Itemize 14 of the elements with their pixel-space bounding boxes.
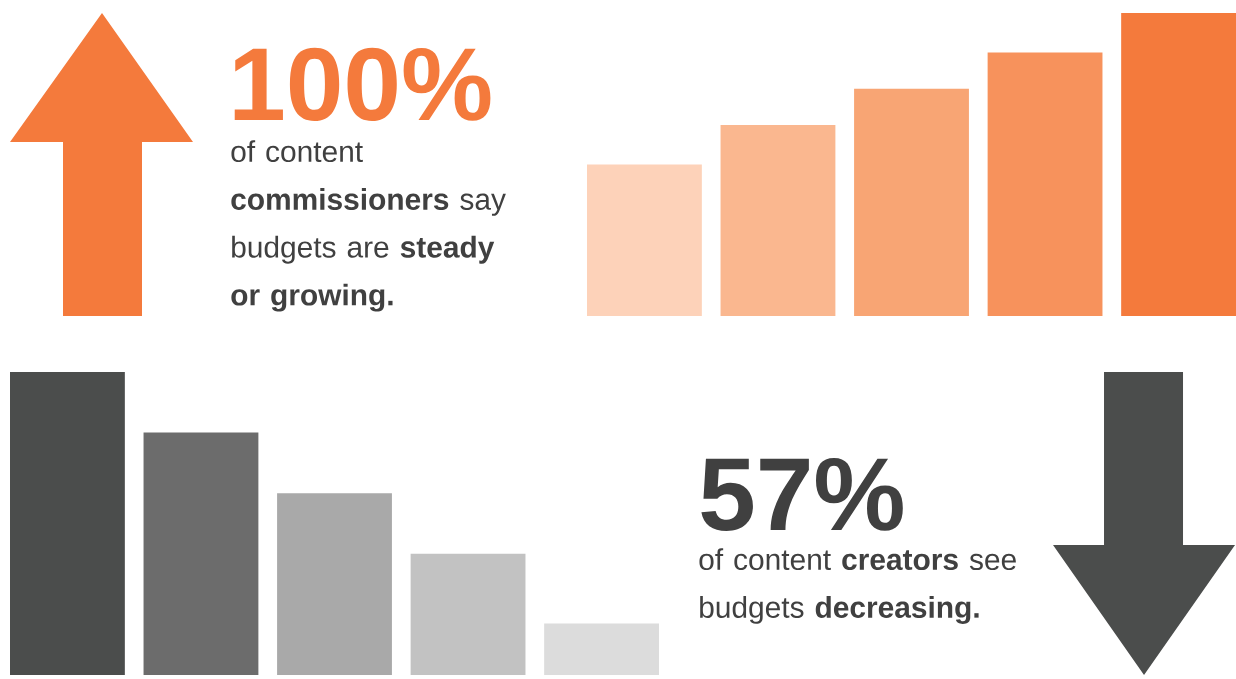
chart-title: 100% — [234, 47, 491, 122]
bar — [143, 432, 259, 675]
bar — [987, 52, 1103, 316]
bar — [277, 493, 392, 675]
bar — [854, 88, 969, 316]
bar — [544, 623, 659, 675]
bar — [10, 372, 125, 675]
text: of content commissioners say budgets are steady or growing. — [231, 140, 506, 312]
bar — [410, 553, 526, 675]
text: 57% — [701, 457, 903, 532]
bar — [720, 125, 836, 316]
text: of content creators see budgets decreasing. — [699, 548, 1016, 624]
bar — [587, 164, 702, 316]
bar — [1121, 12, 1236, 316]
